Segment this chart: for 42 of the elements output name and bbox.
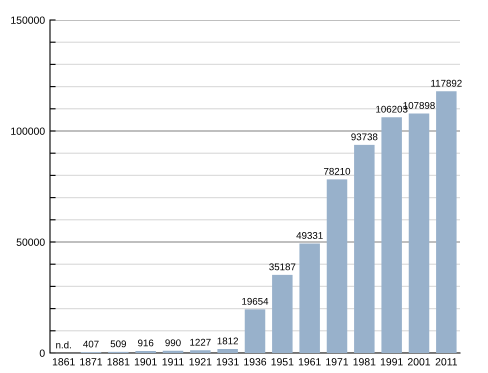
y-tick-label: 0 bbox=[40, 350, 45, 357]
x-tick-label: 1861 bbox=[52, 358, 75, 366]
data-label: 93738 bbox=[351, 133, 378, 140]
bar bbox=[244, 309, 266, 353]
data-label: 1227 bbox=[190, 338, 211, 346]
y-tick-label: 100000 bbox=[11, 128, 45, 135]
data-label: 509 bbox=[110, 340, 126, 348]
bar bbox=[354, 144, 375, 353]
bar bbox=[326, 179, 348, 353]
x-tick-label: 1961 bbox=[298, 358, 321, 366]
x-tick-label: 2001 bbox=[408, 358, 430, 366]
bar bbox=[436, 91, 457, 353]
x-tick-label: 1981 bbox=[354, 358, 376, 366]
x-tick-label: 1931 bbox=[216, 358, 239, 366]
x-tick-label: 1951 bbox=[272, 358, 294, 366]
x-tick-label: 1881 bbox=[108, 358, 130, 366]
x-tick-label: 1911 bbox=[162, 358, 184, 366]
y-tick-label: 50000 bbox=[16, 238, 45, 246]
bar bbox=[190, 350, 211, 353]
bar bbox=[381, 117, 402, 353]
data-label: 1812 bbox=[218, 338, 238, 344]
x-tick-label: 1921 bbox=[190, 358, 212, 366]
bar bbox=[408, 113, 430, 353]
y-tick-label: 150000 bbox=[11, 16, 45, 24]
x-tick-label: 1901 bbox=[134, 358, 157, 366]
bar bbox=[272, 274, 293, 353]
data-label: 35187 bbox=[269, 263, 296, 270]
x-tick-label: 2011 bbox=[436, 358, 458, 366]
x-tick-label: 1936 bbox=[244, 358, 266, 366]
bar bbox=[299, 243, 320, 353]
x-tick-label: 1871 bbox=[80, 358, 102, 366]
data-label: 117892 bbox=[431, 80, 462, 87]
data-label: 916 bbox=[138, 339, 154, 346]
bar bbox=[217, 348, 238, 353]
data-label: 19654 bbox=[242, 298, 268, 305]
data-label: 407 bbox=[83, 340, 99, 348]
x-tick-label: 1991 bbox=[380, 358, 403, 366]
data-label: 49331 bbox=[296, 232, 323, 239]
text: n.d. bbox=[56, 341, 71, 348]
data-label: 990 bbox=[165, 339, 181, 346]
x-tick-label: 1971 bbox=[326, 358, 348, 366]
data-label: 78210 bbox=[324, 168, 350, 175]
